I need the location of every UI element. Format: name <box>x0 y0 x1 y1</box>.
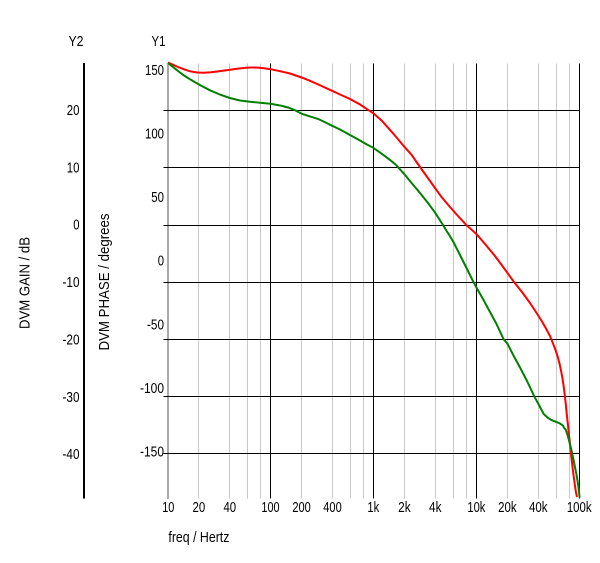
svg-text:Y2: Y2 <box>69 34 84 50</box>
svg-text:400: 400 <box>323 500 342 516</box>
svg-text:-50: -50 <box>147 317 164 333</box>
svg-text:10: 10 <box>67 160 80 176</box>
svg-text:150: 150 <box>145 63 164 79</box>
svg-text:-20: -20 <box>63 333 80 349</box>
svg-text:20: 20 <box>193 500 206 516</box>
svg-text:4k: 4k <box>429 500 442 516</box>
svg-text:-100: -100 <box>140 381 164 397</box>
svg-text:-10: -10 <box>63 275 80 291</box>
svg-text:20: 20 <box>67 103 80 119</box>
svg-text:-150: -150 <box>140 445 164 461</box>
svg-text:100: 100 <box>145 126 164 142</box>
svg-text:DVM GAIN / dB: DVM GAIN / dB <box>18 237 34 329</box>
svg-text:DVM PHASE / degrees: DVM PHASE / degrees <box>97 214 113 351</box>
svg-text:10k: 10k <box>467 500 486 516</box>
svg-text:10: 10 <box>162 500 174 516</box>
svg-text:40k: 40k <box>529 500 548 516</box>
svg-text:200: 200 <box>292 500 311 516</box>
svg-text:-40: -40 <box>63 447 80 463</box>
svg-text:-30: -30 <box>63 390 80 406</box>
svg-text:0: 0 <box>158 254 164 270</box>
svg-text:0: 0 <box>73 218 79 234</box>
svg-text:100k: 100k <box>567 500 592 516</box>
svg-text:20k: 20k <box>498 500 517 516</box>
svg-text:freq / Hertz: freq / Hertz <box>168 530 229 546</box>
svg-text:50: 50 <box>151 190 164 206</box>
svg-text:40: 40 <box>223 500 236 516</box>
svg-text:Y1: Y1 <box>152 34 166 50</box>
svg-text:2k: 2k <box>398 500 411 516</box>
svg-text:1k: 1k <box>367 500 379 516</box>
svg-text:100: 100 <box>261 500 279 516</box>
